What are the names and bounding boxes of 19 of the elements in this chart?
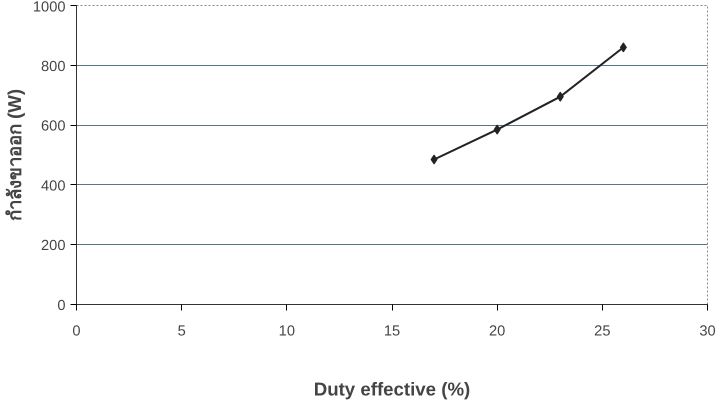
point	[430, 154, 438, 164]
point	[620, 42, 627, 52]
y-axis-title: กำลังขาออก (W)	[4, 88, 25, 222]
x-tick-label: 30	[699, 324, 716, 340]
x-tick-label: 0	[72, 324, 81, 340]
y-tick-label: 600	[41, 118, 66, 135]
x-tick-label: 10	[278, 324, 295, 340]
point	[556, 92, 564, 102]
x-axis-title: Duty effective (%)	[314, 378, 470, 400]
x-tick-label: 15	[384, 324, 400, 340]
x-tick-label: 5	[178, 324, 186, 340]
point	[494, 124, 501, 135]
y-tick-label: 200	[41, 238, 66, 254]
y-tick-label: 400	[41, 178, 66, 194]
x-tick-label: 25	[594, 324, 610, 340]
y-tick-label: 800	[41, 58, 66, 75]
x-tick-label: 20	[489, 324, 506, 340]
y-tick-label: 1000	[32, 0, 66, 16]
y-tick-label: 0	[57, 298, 66, 314]
